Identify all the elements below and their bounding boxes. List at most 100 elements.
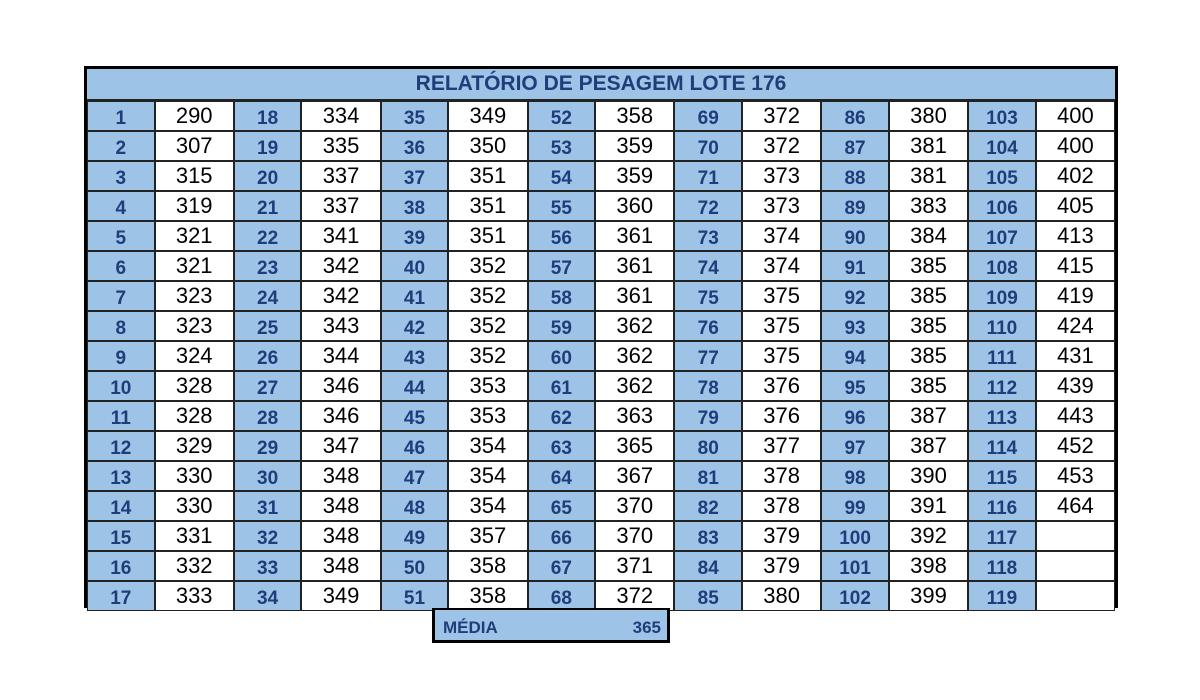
weight [1035, 551, 1115, 581]
animal-number: 32 [233, 521, 302, 551]
animal-number: 115 [968, 461, 1036, 491]
weight: 351 [448, 161, 528, 191]
weight: 331 [154, 521, 234, 551]
animal-number: 77 [674, 341, 742, 371]
animal-number: 11 [87, 401, 155, 431]
weight: 354 [448, 431, 528, 461]
weight: 319 [154, 191, 234, 221]
animal-number: 47 [380, 461, 449, 491]
weight: 346 [301, 371, 381, 401]
weight: 387 [888, 431, 969, 461]
weight: 358 [448, 551, 528, 581]
animal-number: 99 [821, 491, 889, 521]
weight: 376 [741, 401, 822, 431]
animal-number: 69 [674, 101, 742, 131]
weight: 367 [595, 461, 675, 491]
weight: 334 [301, 101, 381, 131]
animal-number: 70 [674, 131, 742, 161]
animal-number: 6 [87, 251, 155, 281]
weight: 375 [741, 311, 822, 341]
weight: 372 [595, 581, 675, 611]
animal-number: 39 [380, 221, 449, 251]
animal-number: 105 [968, 161, 1036, 191]
weight: 400 [1035, 101, 1115, 131]
animal-number: 101 [821, 551, 889, 581]
animal-number: 91 [821, 251, 889, 281]
weight: 341 [301, 221, 381, 251]
weight: 363 [595, 401, 675, 431]
weight [1035, 581, 1115, 611]
animal-number: 52 [527, 101, 596, 131]
table-title: RELATÓRIO DE PESAGEM LOTE 176 [87, 69, 1115, 101]
weight: 392 [888, 521, 969, 551]
animal-number: 41 [380, 281, 449, 311]
weight: 361 [595, 221, 675, 251]
animal-number: 85 [674, 581, 742, 611]
weight: 374 [741, 221, 822, 251]
weight: 439 [1035, 371, 1115, 401]
weight: 352 [448, 311, 528, 341]
animal-number: 28 [233, 401, 302, 431]
animal-number: 98 [821, 461, 889, 491]
weight: 358 [595, 101, 675, 131]
weight: 350 [448, 131, 528, 161]
weight: 372 [741, 101, 822, 131]
animal-number: 118 [968, 551, 1036, 581]
weight: 360 [595, 191, 675, 221]
weight: 362 [595, 371, 675, 401]
weight: 352 [448, 341, 528, 371]
animal-number: 102 [821, 581, 889, 611]
weight: 385 [888, 341, 969, 371]
weight: 379 [741, 521, 822, 551]
weight: 352 [448, 251, 528, 281]
weight: 413 [1035, 221, 1115, 251]
weight: 315 [154, 161, 234, 191]
weight: 333 [154, 581, 234, 611]
animal-number: 15 [87, 521, 155, 551]
animal-number: 51 [380, 581, 449, 611]
weight: 348 [301, 461, 381, 491]
weight: 384 [888, 221, 969, 251]
average-value: 365 [632, 618, 661, 637]
animal-number: 14 [87, 491, 155, 521]
weight: 385 [888, 281, 969, 311]
animal-number: 88 [821, 161, 889, 191]
weight: 323 [154, 311, 234, 341]
weight: 376 [741, 371, 822, 401]
animal-number: 93 [821, 311, 889, 341]
animal-number: 48 [380, 491, 449, 521]
animal-number: 64 [527, 461, 596, 491]
weight: 351 [448, 191, 528, 221]
animal-number: 100 [821, 521, 889, 551]
weight: 330 [154, 491, 234, 521]
weight: 348 [301, 551, 381, 581]
animal-number: 50 [380, 551, 449, 581]
animal-number: 65 [527, 491, 596, 521]
weight: 379 [741, 551, 822, 581]
animal-number: 56 [527, 221, 596, 251]
weight: 344 [301, 341, 381, 371]
weight: 337 [301, 161, 381, 191]
weight: 329 [154, 431, 234, 461]
animal-number: 3 [87, 161, 155, 191]
weight: 348 [301, 491, 381, 521]
animal-number: 13 [87, 461, 155, 491]
animal-number: 17 [87, 581, 155, 611]
animal-number: 119 [968, 581, 1036, 611]
animal-number: 108 [968, 251, 1036, 281]
animal-number: 34 [233, 581, 302, 611]
animal-number: 63 [527, 431, 596, 461]
weight: 337 [301, 191, 381, 221]
animal-number: 37 [380, 161, 449, 191]
animal-number: 2 [87, 131, 155, 161]
animal-number: 82 [674, 491, 742, 521]
weight: 371 [595, 551, 675, 581]
animal-number: 53 [527, 131, 596, 161]
animal-number: 61 [527, 371, 596, 401]
weight: 373 [741, 161, 822, 191]
animal-number: 110 [968, 311, 1036, 341]
animal-number: 112 [968, 371, 1036, 401]
animal-number: 62 [527, 401, 596, 431]
animal-number: 117 [968, 521, 1036, 551]
weight: 335 [301, 131, 381, 161]
